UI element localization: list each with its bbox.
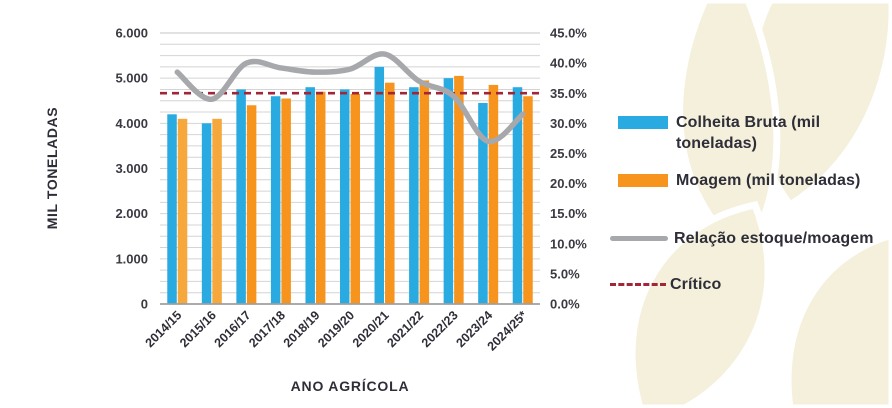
legend-item-colheita-bruta: Colheita Bruta (mil toneladas)	[618, 112, 888, 154]
left-axis-tick: 2.000	[115, 206, 148, 221]
moagem-bar	[523, 96, 533, 304]
leaf-shape	[530, 11, 552, 306]
right-axis-tick: 10.0%	[550, 236, 587, 251]
colheita-bar	[443, 78, 454, 305]
x-axis-tick: 2021/22	[384, 308, 426, 350]
moagem-bar	[281, 98, 291, 304]
x-axis-tick: 2018/19	[281, 308, 323, 350]
moagem-bar	[419, 80, 430, 304]
x-axis-tick: 2019/20	[315, 308, 357, 350]
colheita-bar	[305, 87, 315, 304]
right-axis-tick: 30.0%	[550, 116, 587, 131]
moagem-bar	[454, 75, 464, 305]
moagem-bar	[488, 84, 499, 304]
relacao-line	[174, 51, 526, 145]
right-axis-tick: 40.0%	[550, 56, 587, 71]
legend-label: Colheita Bruta (mil toneladas)	[676, 114, 821, 152]
right-axis-tick: 5.0%	[550, 266, 580, 281]
moagem-bar	[315, 91, 326, 304]
right-axis-tick: 20.0%	[550, 176, 587, 191]
left-axis-tick: 4.000	[115, 116, 148, 131]
moagem-bar	[246, 105, 257, 305]
x-axis-tick: 2016/17	[212, 308, 254, 350]
critico-dash-swatch	[610, 283, 666, 286]
left-axis-tick: 1.000	[115, 251, 148, 266]
legend-label: Crítico	[670, 276, 722, 293]
x-axis-tick: 2020/21	[350, 308, 392, 350]
x-axis-tick: 2022/23	[419, 308, 461, 350]
legend-item-moagem: Moagem (mil toneladas)	[618, 170, 892, 191]
legend-label: Moagem (mil toneladas)	[676, 172, 861, 189]
right-axis-tick: 35.0%	[550, 86, 587, 101]
leaf-shape	[784, 231, 892, 408]
colheita-bar	[201, 123, 212, 304]
colheita-bruta-swatch	[618, 116, 668, 129]
left-axis-tick: 3.000	[115, 161, 148, 176]
left-axis-title: MIL TONELADAS	[44, 106, 60, 230]
left-axis-tick: 5.000	[115, 71, 148, 86]
legend-label: Relação estoque/moagem	[674, 230, 874, 247]
right-axis-tick: 0.0%	[550, 297, 580, 312]
colheita-bar	[167, 114, 177, 304]
moagem-bar	[177, 118, 188, 304]
colheita-bar	[374, 66, 385, 304]
colheita-bar	[409, 87, 419, 304]
colheita-bar	[270, 96, 281, 304]
right-axis-tick: 25.0%	[550, 146, 587, 161]
x-axis-tick: 2014/15	[143, 308, 185, 350]
x-axis-tick: 2015/16	[177, 308, 219, 350]
colheita-bar	[236, 89, 246, 304]
left-axis-tick: 0	[141, 297, 148, 312]
colheita-bar	[340, 89, 350, 304]
legend-item-relacao: Relação estoque/moagem	[610, 228, 892, 249]
x-axis-title: ANO AGRÍCOLA	[290, 378, 410, 394]
chart-legend: Colheita Bruta (mil toneladas) Moagem (m…	[608, 0, 892, 408]
moagem-bar	[212, 118, 222, 304]
leaf-shape	[628, 200, 772, 408]
moagem-bar	[385, 82, 395, 304]
x-axis-tick: 2017/18	[246, 308, 288, 350]
legend-item-critico: Crítico	[610, 274, 892, 295]
colheita-bar	[478, 103, 488, 304]
moagem-bar	[350, 93, 360, 304]
left-axis-tick: 6.000	[115, 26, 148, 41]
right-axis-tick: 45.0%	[550, 26, 587, 41]
moagem-swatch	[618, 174, 668, 187]
colheita-bar	[512, 87, 523, 304]
right-axis-tick: 15.0%	[550, 206, 587, 221]
relacao-line-swatch	[610, 236, 668, 241]
